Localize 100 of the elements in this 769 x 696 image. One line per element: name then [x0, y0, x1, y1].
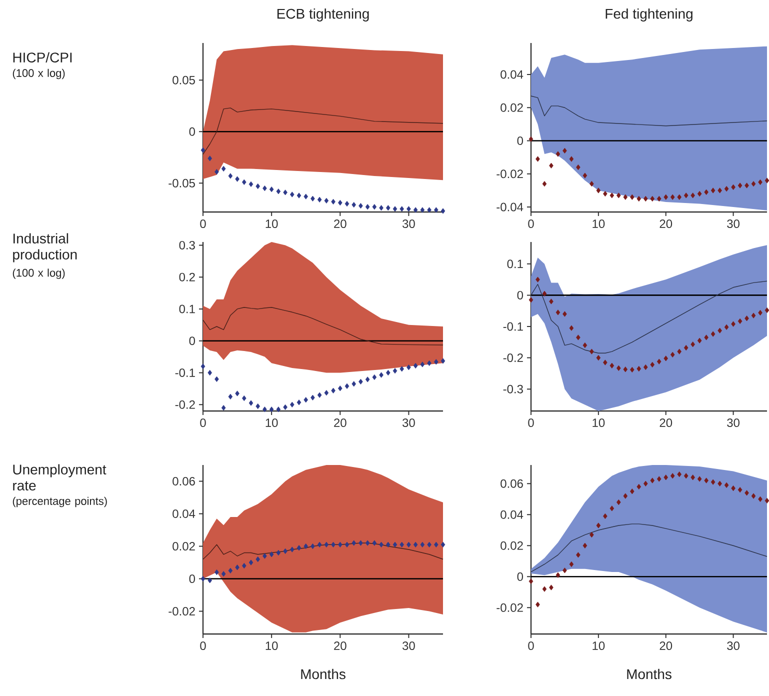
point [379, 372, 384, 378]
point [630, 488, 634, 494]
point [317, 392, 322, 398]
y-tick-label: -0.1 [175, 368, 195, 377]
point [344, 200, 350, 207]
point [304, 194, 308, 200]
x-tick-label: 10 [266, 220, 278, 228]
point [296, 400, 302, 406]
text: (100 x log) [12, 268, 65, 279]
y-tick-label: 0.04 [500, 510, 524, 519]
point [758, 496, 762, 502]
point [392, 206, 398, 212]
point [372, 204, 377, 210]
point [610, 192, 614, 198]
point [731, 321, 736, 327]
point [338, 386, 342, 392]
point [623, 366, 628, 372]
point [670, 352, 675, 358]
point [528, 578, 534, 584]
point [690, 474, 695, 480]
x-tick-label: 0 [200, 642, 206, 650]
x-tick-label: 20 [334, 642, 346, 650]
point [413, 542, 418, 548]
point [365, 376, 370, 382]
point [704, 334, 708, 340]
y-tick-label: 0.1 [507, 260, 523, 268]
point [556, 151, 560, 157]
point [542, 181, 547, 187]
point [650, 362, 655, 368]
point [670, 194, 675, 200]
point [324, 390, 329, 396]
point [751, 312, 756, 318]
x-tick-label: 0 [200, 220, 206, 228]
point [310, 394, 315, 400]
point [603, 513, 608, 519]
point [331, 542, 336, 548]
y-tick-label: 0 [517, 136, 524, 146]
y-axis-title: HICP/CPI [13, 52, 72, 62]
point [283, 404, 288, 410]
x-tick-label: 30 [727, 418, 740, 428]
point [304, 397, 308, 403]
point [738, 182, 742, 188]
point [643, 364, 648, 370]
point [764, 178, 769, 184]
y-tick-label: 0.3 [179, 240, 195, 250]
point [400, 542, 404, 548]
point [630, 194, 634, 200]
point [664, 474, 668, 480]
point [283, 190, 288, 196]
point [228, 173, 233, 179]
x-tick-label: 10 [592, 220, 605, 228]
point [228, 568, 233, 574]
y-tick-label: 0 [189, 127, 196, 136]
point [221, 571, 226, 577]
point [569, 561, 574, 568]
point [556, 310, 560, 316]
point [352, 381, 356, 387]
point [242, 395, 246, 402]
point [434, 207, 438, 213]
point [744, 182, 749, 188]
y-tick-label: 0.06 [172, 477, 195, 486]
point [718, 480, 722, 486]
point [200, 364, 206, 370]
x-tick-label: 20 [660, 642, 672, 650]
y-tick-label: -0.1 [503, 322, 523, 331]
point [724, 482, 729, 488]
point [536, 602, 540, 608]
point [324, 198, 329, 204]
text: (100 x log) [12, 68, 65, 80]
y-tick-label: 0.2 [179, 272, 195, 282]
point [427, 542, 432, 548]
point [582, 542, 588, 548]
point [677, 348, 682, 354]
point [636, 366, 642, 372]
point [256, 556, 260, 562]
point [670, 473, 675, 479]
x-tick-label: 0 [528, 418, 534, 428]
y-tick-label: 0 [189, 336, 196, 346]
y-axis-title: Industrial production [13, 233, 77, 262]
x-tick-label: 10 [592, 642, 605, 650]
point [616, 365, 621, 371]
point [338, 542, 342, 548]
point [392, 542, 398, 548]
point [738, 487, 742, 493]
point [413, 207, 418, 213]
point [542, 586, 547, 592]
point [420, 362, 425, 368]
point [610, 506, 614, 512]
point [235, 176, 240, 182]
x-tick-label: 10 [592, 418, 605, 428]
y-tick-label: 0.04 [500, 70, 524, 79]
point [684, 192, 688, 198]
point [242, 562, 246, 569]
point [710, 331, 716, 337]
point [400, 206, 404, 212]
point [590, 348, 594, 354]
point [596, 355, 601, 361]
x-tick-label: 0 [200, 418, 206, 428]
x-axis-title: Months [627, 668, 672, 680]
y-tick-label: -0.02 [496, 170, 523, 178]
